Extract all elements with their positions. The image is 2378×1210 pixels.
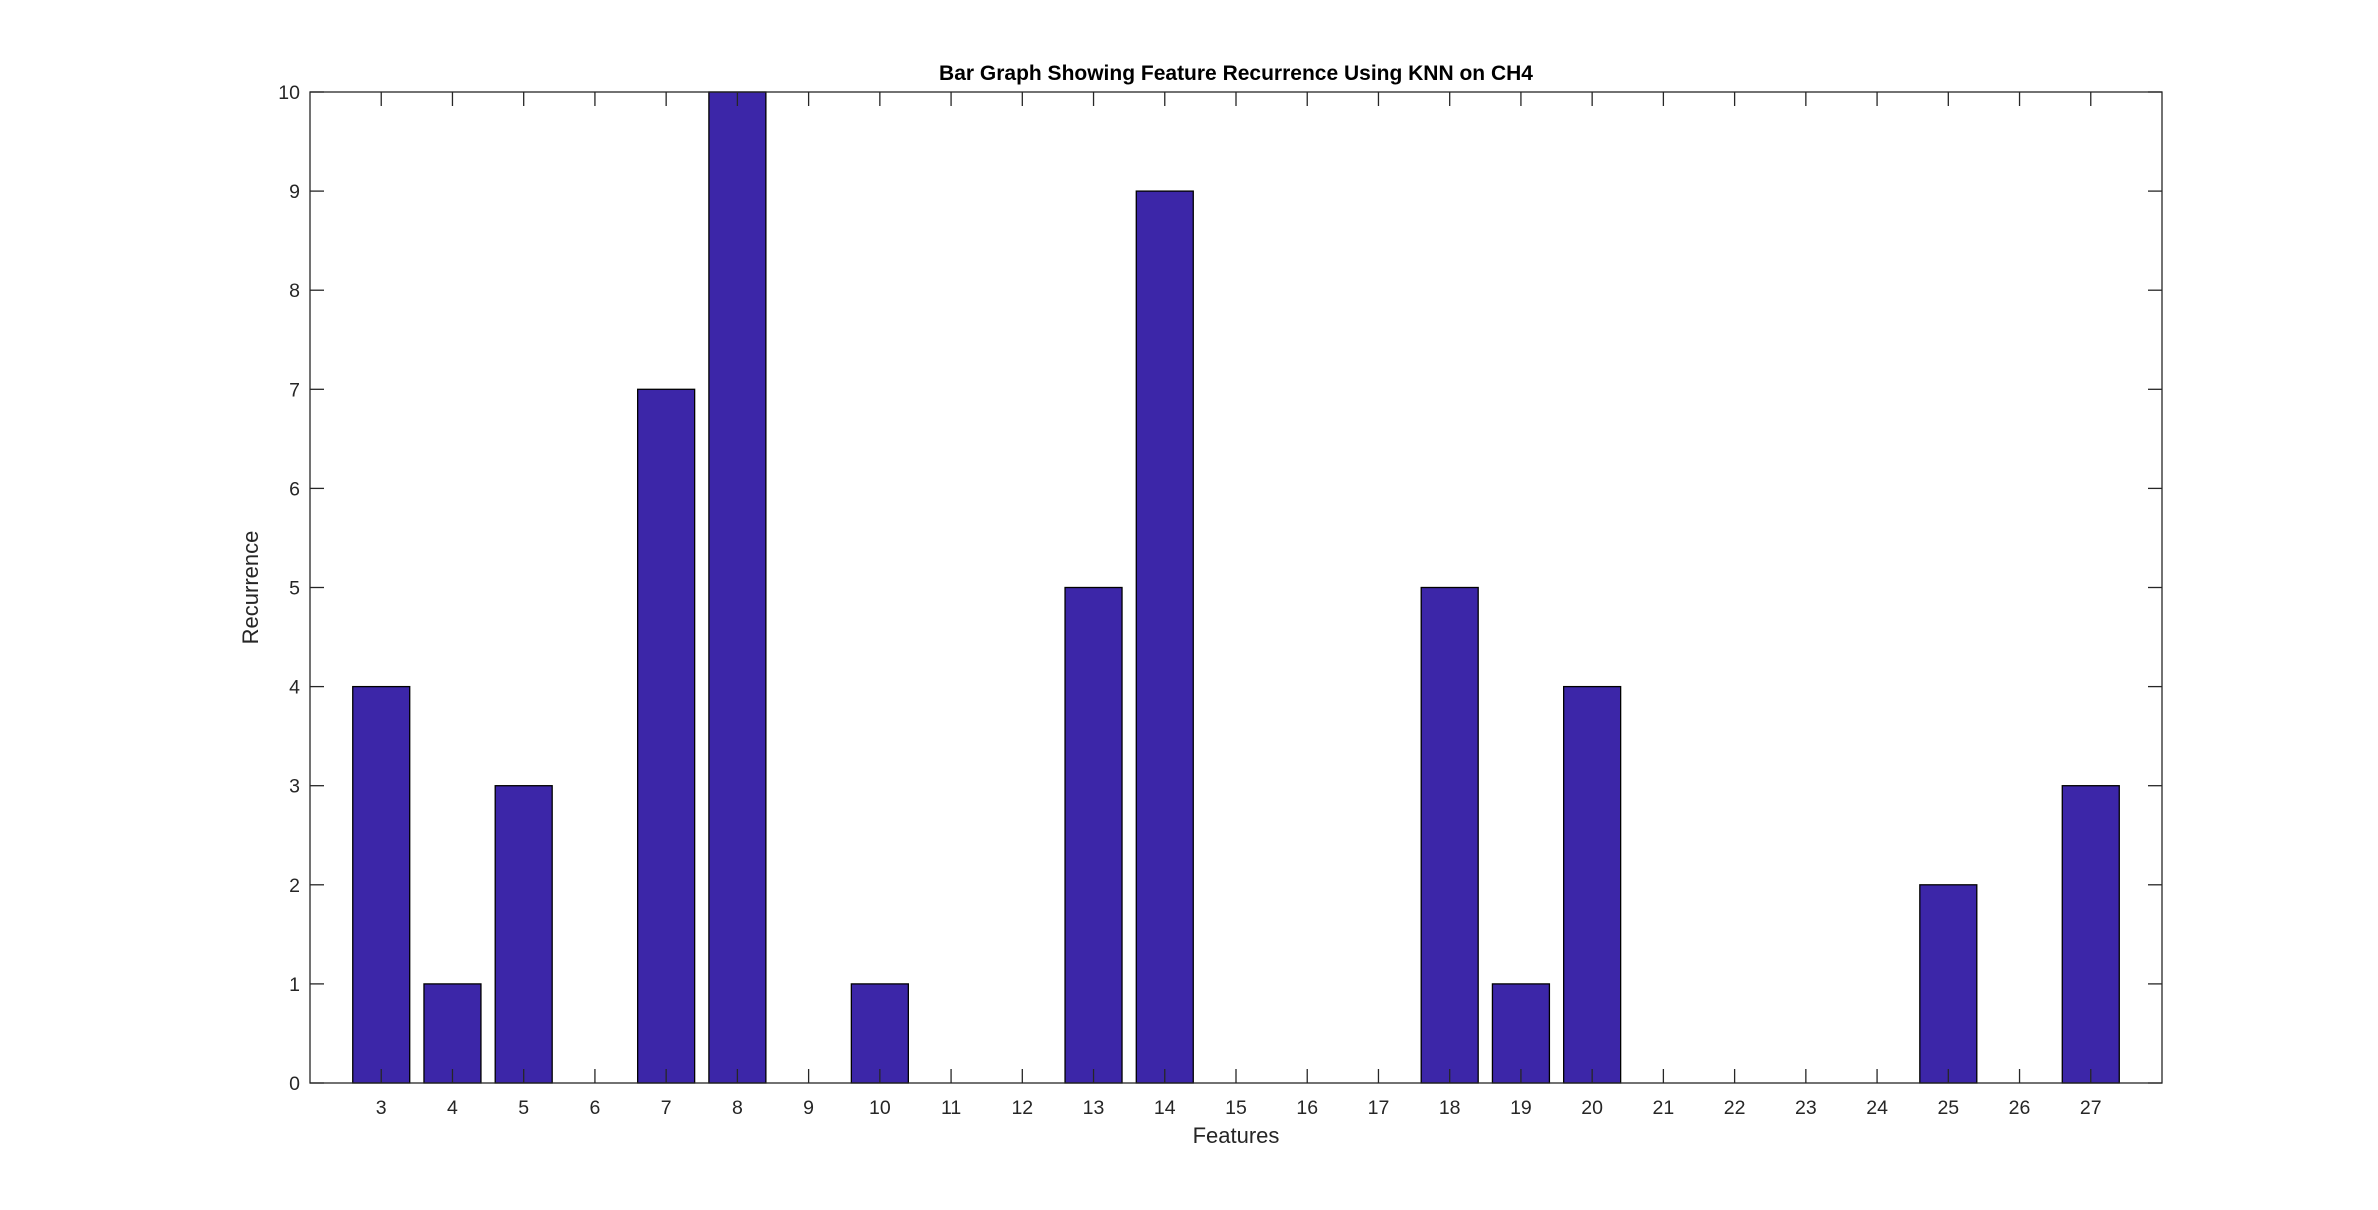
bar-feature-27 [2061, 785, 2120, 1084]
x-tick-label: 9 [803, 1097, 814, 1119]
x-tick-label: 7 [661, 1097, 672, 1119]
x-tick-label: 5 [518, 1097, 529, 1119]
bar-feature-5 [494, 785, 553, 1084]
x-tick-label: 6 [589, 1097, 600, 1119]
bar-feature-13 [1064, 586, 1123, 1084]
x-tick-label: 24 [1866, 1097, 1888, 1119]
bars-group [352, 91, 2120, 1084]
bar-feature-10 [850, 983, 909, 1084]
y-tick-label: 10 [278, 82, 300, 104]
bar-feature-25 [1919, 884, 1978, 1084]
bar-feature-18 [1420, 586, 1479, 1084]
y-tick-label: 5 [289, 578, 300, 600]
bar-feature-7 [637, 388, 696, 1084]
x-tick-label: 18 [1439, 1097, 1461, 1119]
bar-feature-3 [352, 685, 411, 1084]
x-tick-label: 19 [1510, 1097, 1532, 1119]
x-tick-label: 26 [2009, 1097, 2031, 1119]
x-tick-label: 15 [1225, 1097, 1247, 1119]
y-tick-label: 3 [289, 776, 300, 798]
x-tick-label: 12 [1011, 1097, 1033, 1119]
x-tick-label: 20 [1581, 1097, 1603, 1119]
x-tick-label: 14 [1154, 1097, 1176, 1119]
y-tick-label: 1 [289, 974, 300, 996]
y-tick-label: 7 [289, 379, 300, 401]
bar-feature-4 [423, 983, 482, 1084]
chart-title: Bar Graph Showing Feature Recurrence Usi… [939, 62, 1533, 85]
y-tick-label: 8 [289, 280, 300, 302]
x-tick-label: 21 [1653, 1097, 1675, 1119]
plot-area-box [309, 91, 2163, 1084]
x-tick-label: 11 [941, 1097, 961, 1119]
x-tick-label: 22 [1724, 1097, 1746, 1119]
x-tick-label: 10 [869, 1097, 891, 1119]
x-tick-label: 17 [1368, 1097, 1390, 1119]
x-axis-label: Features [1193, 1123, 1280, 1148]
x-tick-label: 25 [1937, 1097, 1959, 1119]
x-tick-label: 13 [1083, 1097, 1105, 1119]
x-tick-label: 4 [447, 1097, 458, 1119]
y-axis-label: Recurrence [238, 531, 263, 645]
x-tick-label: 16 [1296, 1097, 1318, 1119]
y-axis: 0 1 2 3 4 5 6 7 8 9 10 [278, 82, 2162, 1095]
y-tick-label: 6 [289, 478, 300, 500]
y-tick-label: 4 [289, 677, 300, 699]
bar-feature-8 [708, 91, 767, 1084]
x-tick-label: 27 [2080, 1097, 2102, 1119]
y-tick-label: 0 [289, 1073, 300, 1095]
x-tick-label: 8 [732, 1097, 743, 1119]
x-tick-label: 3 [376, 1097, 387, 1119]
y-tick-label: 9 [289, 181, 300, 203]
bar-feature-19 [1491, 983, 1551, 1084]
x-tick-label: 23 [1795, 1097, 1817, 1119]
bar-feature-20 [1563, 685, 1622, 1084]
bar-feature-14 [1135, 190, 1194, 1084]
y-tick-label: 2 [289, 875, 300, 897]
x-axis: 3 4 5 6 7 8 9 10 11 12 13 14 15 16 17 18 19 20 21 22 23 24 25 2… [376, 92, 2102, 1119]
